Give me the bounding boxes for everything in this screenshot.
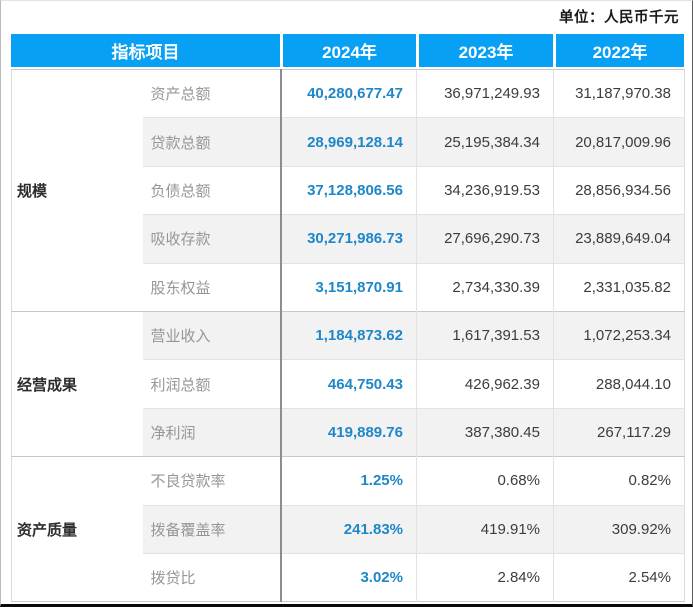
table-row: 吸收存款 30,271,986.73 27,696,290.73 23,889,… (12, 214, 685, 264)
value-2022: 2.54% (553, 552, 685, 602)
value-2022: 1,072,253.34 (553, 310, 685, 360)
value-2023: 0.68% (416, 456, 554, 506)
value-2024: 28,969,128.14 (279, 117, 417, 167)
value-2024: 464,750.43 (279, 359, 417, 409)
indicator-label: 不良贷款率 (142, 456, 281, 506)
value-2024: 40,280,677.47 (279, 68, 417, 118)
value-2023: 1,617,391.53 (416, 310, 554, 360)
value-2022: 309.92% (553, 504, 685, 554)
value-2024: 1,184,873.62 (279, 310, 417, 360)
value-2023: 2.84% (416, 552, 554, 602)
header-indicator: 指标项目 (11, 34, 280, 67)
value-2022: 31,187,970.38 (553, 68, 685, 118)
value-2022: 20,817,009.96 (553, 117, 685, 167)
indicator-label: 拨贷比 (142, 552, 281, 602)
value-2024: 3,151,870.91 (279, 262, 417, 312)
value-2023: 387,380.45 (416, 407, 554, 457)
value-2023: 25,195,384.34 (416, 117, 554, 167)
value-2022: 23,889,649.04 (553, 214, 685, 264)
value-2023: 27,696,290.73 (416, 214, 554, 264)
indicator-label: 股东权益 (142, 262, 281, 312)
group-cell-asset-quality: 资产质量 (11, 456, 143, 602)
value-2023: 426,962.39 (416, 359, 554, 409)
table-row: 贷款总额 28,969,128.14 25,195,384.34 20,817,… (12, 117, 685, 167)
indicator-label: 净利润 (142, 407, 281, 457)
value-2024: 30,271,986.73 (279, 214, 417, 264)
indicators-table: 指标项目 2024年 2023年 2022年 规模 资产总额 40,280,67… (11, 34, 685, 603)
table-row: 拨贷比 3.02% 2.84% 2.54% (12, 552, 685, 602)
value-2024: 37,128,806.56 (279, 165, 417, 215)
value-2022: 2,331,035.82 (553, 262, 685, 312)
indicator-label: 拨备覆盖率 (142, 504, 281, 554)
table-row: 负债总额 37,128,806.56 34,236,919.53 28,856,… (12, 165, 685, 215)
table-row: 拨备覆盖率 241.83% 419.91% 309.92% (12, 504, 685, 554)
value-2022: 28,856,934.56 (553, 165, 685, 215)
unit-note: 单位：人民币千元 (559, 10, 679, 26)
table-row: 经营成果 营业收入 1,184,873.62 1,617,391.53 1,07… (11, 310, 685, 457)
value-2023: 34,236,919.53 (416, 165, 554, 215)
value-2024: 1.25% (279, 456, 417, 506)
group-cell-operating-results: 经营成果 (11, 310, 143, 457)
indicator-label: 利润总额 (142, 359, 281, 409)
value-2022: 267,117.29 (553, 407, 685, 457)
group-cell-scale: 规模 (11, 69, 143, 312)
header-year-2023: 2023年 (416, 34, 553, 67)
value-2023: 36,971,249.93 (416, 68, 554, 118)
header-year-2024: 2024年 (280, 34, 416, 67)
indicator-label: 资产总额 (142, 68, 281, 118)
indicator-label: 营业收入 (142, 310, 281, 360)
table-row: 利润总额 464,750.43 426,962.39 288,044.10 (12, 359, 685, 409)
value-2023: 419.91% (416, 504, 554, 554)
table-row: 资产质量 不良贷款率 1.25% 0.68% 0.82% (11, 456, 685, 602)
table-row: 股东权益 3,151,870.91 2,734,330.39 2,331,035… (12, 262, 685, 312)
value-2024: 241.83% (279, 504, 417, 554)
indicator-label: 吸收存款 (142, 214, 281, 264)
header-year-2022: 2022年 (553, 34, 684, 67)
value-2023: 2,734,330.39 (416, 262, 554, 312)
table-body: 规模 资产总额 40,280,677.47 36,971,249.93 31,1… (11, 68, 685, 603)
indicator-label: 贷款总额 (142, 117, 281, 167)
value-2022: 288,044.10 (553, 359, 685, 409)
indicator-label: 负债总额 (142, 165, 281, 215)
value-2024: 3.02% (279, 552, 417, 602)
table-header-row: 指标项目 2024年 2023年 2022年 (11, 34, 684, 67)
table-row: 规模 资产总额 40,280,677.47 36,971,249.93 31,1… (11, 68, 685, 312)
value-2022: 0.82% (553, 456, 685, 506)
value-2024: 419,889.76 (279, 407, 417, 457)
table-row: 净利润 419,889.76 387,380.45 267,117.29 (12, 407, 685, 457)
